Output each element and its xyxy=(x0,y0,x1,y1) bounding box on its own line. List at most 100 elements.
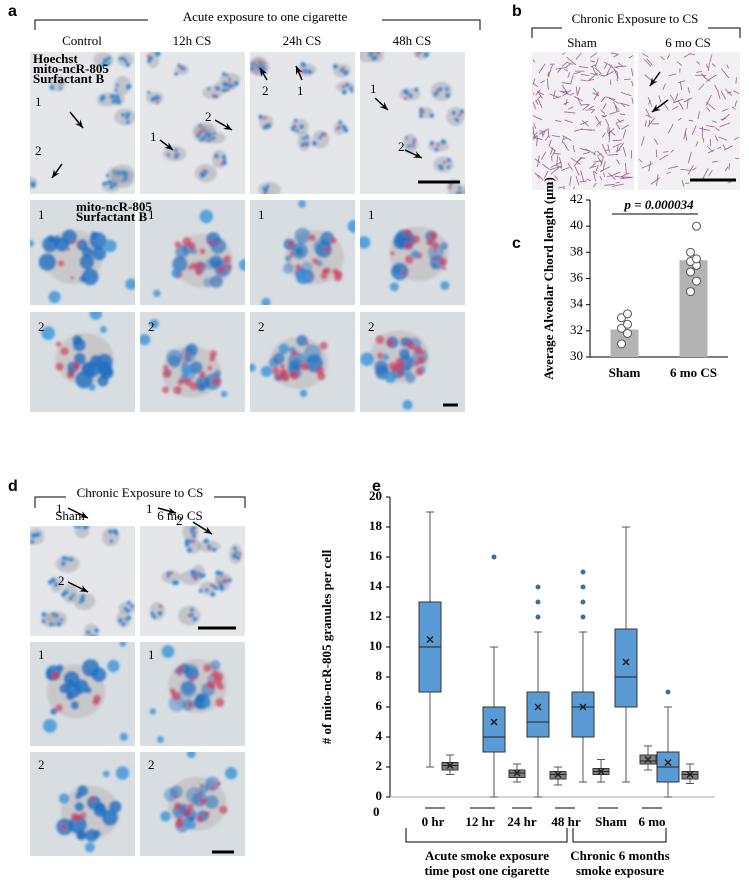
granule-red xyxy=(71,239,76,244)
granule-red xyxy=(211,94,215,98)
granule xyxy=(410,250,420,259)
septum xyxy=(667,123,674,134)
granule xyxy=(172,580,178,586)
granule-red xyxy=(89,796,96,802)
y-axis-label: Average Alveolar Chord length (μm) xyxy=(541,177,556,380)
septum xyxy=(570,157,581,166)
septum xyxy=(670,149,675,153)
outlier xyxy=(535,599,541,605)
septum xyxy=(620,177,631,180)
septum xyxy=(707,149,715,154)
septum xyxy=(549,165,562,171)
septum xyxy=(677,80,686,84)
septum xyxy=(535,100,539,105)
panel-title: Chronic Exposure to CS xyxy=(77,485,204,500)
granule xyxy=(302,68,308,74)
granule-red xyxy=(406,340,416,350)
granule xyxy=(189,361,203,374)
granule xyxy=(47,580,53,585)
granule xyxy=(189,607,194,612)
x-tick-label: 24 hr xyxy=(507,814,536,829)
granule-red xyxy=(279,363,286,370)
septum xyxy=(534,158,541,164)
stain xyxy=(56,766,130,853)
granule xyxy=(445,93,451,98)
granule xyxy=(100,97,105,102)
septum xyxy=(549,93,559,98)
granule-red xyxy=(411,141,415,145)
label: 1 xyxy=(297,83,304,98)
granule xyxy=(360,236,371,249)
y-tick-label: 2 xyxy=(376,758,383,773)
arrow-head xyxy=(164,142,173,150)
granule xyxy=(315,241,332,259)
outlier xyxy=(580,599,586,605)
septum xyxy=(582,104,590,111)
group-bracket xyxy=(405,828,568,843)
label: 48h CS xyxy=(393,33,432,48)
granule xyxy=(180,363,193,375)
cell xyxy=(55,555,80,573)
granule-red xyxy=(193,674,197,678)
granule xyxy=(63,590,69,595)
septum xyxy=(677,99,684,110)
granule xyxy=(311,141,317,146)
label: 1 xyxy=(56,501,63,516)
granule-red xyxy=(72,362,81,371)
granule xyxy=(24,179,28,183)
granule xyxy=(30,240,35,247)
y-tick-label: 30 xyxy=(570,348,583,363)
granule xyxy=(168,355,181,368)
granule xyxy=(186,820,197,830)
septum xyxy=(614,105,618,112)
granule xyxy=(191,526,197,531)
arrow-head xyxy=(79,585,88,592)
data-point xyxy=(686,267,695,277)
septum xyxy=(575,86,578,96)
septum xyxy=(687,87,691,94)
septum xyxy=(535,89,541,96)
granule-red xyxy=(300,365,304,369)
granule xyxy=(61,561,66,566)
granule-red xyxy=(337,125,341,129)
granule xyxy=(427,244,445,261)
stain xyxy=(140,319,228,398)
granule xyxy=(130,604,134,608)
septum xyxy=(718,136,728,141)
granule xyxy=(266,184,270,188)
septum xyxy=(624,163,627,174)
septum xyxy=(731,106,736,110)
granule xyxy=(42,718,57,733)
granule xyxy=(81,659,100,677)
granule xyxy=(111,98,117,104)
granule-red xyxy=(211,376,221,386)
granule xyxy=(332,64,338,69)
granule xyxy=(67,678,74,685)
granule xyxy=(79,275,86,283)
septum xyxy=(609,110,620,115)
granule-red xyxy=(304,142,308,146)
septum xyxy=(548,64,553,76)
septum xyxy=(580,170,585,182)
granule xyxy=(140,334,151,346)
granule xyxy=(75,370,93,389)
granule-red xyxy=(182,377,186,382)
x-tick-label: Sham xyxy=(595,814,627,829)
granule-red xyxy=(189,381,199,391)
septum xyxy=(608,172,616,180)
outlier xyxy=(580,569,586,575)
septum xyxy=(538,128,550,135)
granule xyxy=(199,209,214,224)
granule xyxy=(467,194,471,198)
septum xyxy=(565,63,571,68)
granule xyxy=(126,111,131,117)
septum xyxy=(696,71,703,73)
septum xyxy=(607,144,611,153)
outlier xyxy=(580,584,586,590)
granule xyxy=(160,811,171,822)
septum xyxy=(562,52,566,56)
septum xyxy=(533,122,537,130)
septum xyxy=(612,142,622,148)
granule xyxy=(75,792,82,800)
septum xyxy=(532,132,536,138)
